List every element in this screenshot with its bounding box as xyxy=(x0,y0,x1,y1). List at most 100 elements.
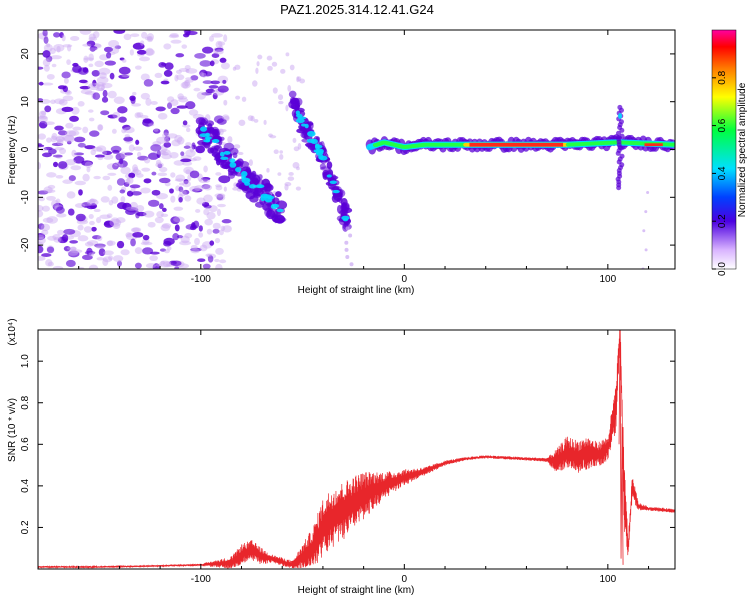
noise-speckle xyxy=(57,161,68,169)
noise-speckle xyxy=(296,166,300,171)
noise-speckle xyxy=(288,172,294,176)
noise-speckle xyxy=(132,91,137,96)
noise-speckle xyxy=(175,69,182,74)
noise-speckle xyxy=(190,75,199,81)
noise-speckle xyxy=(170,107,180,115)
noise-speckle xyxy=(145,47,154,56)
noise-speckle xyxy=(150,101,158,105)
noise-speckle xyxy=(169,151,179,159)
noise-speckle xyxy=(96,216,102,224)
noise-speckle xyxy=(100,110,110,116)
noise-speckle xyxy=(142,234,150,241)
noise-speckle xyxy=(161,223,172,229)
noise-speckle xyxy=(215,184,222,188)
noise-speckle xyxy=(43,64,50,72)
noise-speckle xyxy=(52,265,64,269)
noise-speckle xyxy=(77,224,84,231)
chirp-core xyxy=(200,126,208,132)
noise-speckle xyxy=(98,248,106,257)
noise-speckle xyxy=(161,153,172,160)
noise-speckle xyxy=(51,142,64,147)
noise-speckle xyxy=(121,73,130,78)
chirp-tail xyxy=(349,262,354,267)
noise-speckle xyxy=(111,128,117,134)
noise-speckle xyxy=(55,206,65,214)
noise-speckle xyxy=(56,229,65,235)
snr-plot xyxy=(38,330,675,569)
noise-speckle xyxy=(223,99,228,106)
noise-speckle xyxy=(178,68,189,72)
noise-speckle xyxy=(102,150,107,156)
spec-xtick-label: 0 xyxy=(402,274,408,285)
noise-speckle xyxy=(130,238,136,247)
noise-speckle xyxy=(237,151,244,156)
noise-speckle xyxy=(167,102,173,110)
noise-speckle xyxy=(182,189,190,195)
noise-speckle xyxy=(65,122,74,129)
spec-ytick-label: -20 xyxy=(20,237,31,252)
noise-speckle xyxy=(42,30,48,37)
noise-speckle xyxy=(277,172,282,176)
noise-speckle xyxy=(44,121,55,126)
noise-speckle xyxy=(164,249,170,254)
noise-speckle xyxy=(206,211,216,220)
noise-speckle xyxy=(38,190,49,195)
spectrogram-ylabel: Frequency (Hz) xyxy=(7,116,18,185)
noise-speckle xyxy=(214,47,224,52)
noise-speckle xyxy=(109,218,122,227)
noise-speckle xyxy=(196,197,206,205)
noise-speckle xyxy=(185,69,190,73)
noise-speckle xyxy=(166,96,175,103)
noise-speckle xyxy=(188,109,199,116)
noise-speckle xyxy=(202,71,213,77)
noise-speckle xyxy=(197,258,206,263)
noise-speckle xyxy=(170,195,176,203)
noise-speckle xyxy=(50,55,62,60)
noise-speckle xyxy=(96,235,103,241)
noise-speckle xyxy=(176,105,188,109)
noise-speckle xyxy=(61,71,71,79)
noise-speckle xyxy=(201,92,212,96)
noise-speckle xyxy=(198,178,211,184)
chirp-blob xyxy=(262,182,273,192)
noise-speckle xyxy=(98,67,111,75)
noise-speckle xyxy=(88,63,94,68)
noise-speckle xyxy=(217,41,226,46)
noise-speckle xyxy=(178,182,185,186)
noise-speckle xyxy=(63,245,71,252)
noise-speckle xyxy=(54,125,64,131)
noise-speckle xyxy=(46,195,56,201)
noise-speckle xyxy=(176,136,185,145)
noise-speckle xyxy=(111,196,119,204)
noise-speckle xyxy=(123,126,135,134)
noise-speckle xyxy=(247,115,254,121)
noise-speckle xyxy=(214,258,220,263)
colorbar-tick-label: 0.6 xyxy=(717,118,728,132)
noise-speckle xyxy=(273,149,279,154)
noise-speckle xyxy=(96,257,104,261)
noise-speckle xyxy=(136,49,147,55)
noise-speckle xyxy=(71,149,77,157)
noise-speckle xyxy=(144,48,155,56)
noise-speckle xyxy=(155,263,163,267)
chirp-core xyxy=(235,167,242,173)
noise-speckle xyxy=(121,58,127,63)
noise-speckle xyxy=(92,79,97,87)
noise-speckle xyxy=(209,35,215,42)
noise-speckle xyxy=(137,155,149,161)
noise-speckle xyxy=(43,44,53,52)
noise-speckle xyxy=(154,216,164,224)
noise-speckle xyxy=(134,247,143,255)
noise-speckle xyxy=(44,105,52,113)
noise-speckle xyxy=(86,166,91,173)
noise-speckle xyxy=(140,187,151,194)
noise-speckle xyxy=(218,175,231,184)
noise-speckle xyxy=(67,249,79,256)
noise-speckle xyxy=(56,138,64,146)
noise-speckle xyxy=(205,88,215,94)
noise-speckle xyxy=(41,205,50,212)
noise-speckle xyxy=(120,196,126,203)
noise-speckle xyxy=(212,228,220,234)
noise-speckle xyxy=(190,248,200,254)
noise-speckle xyxy=(235,95,241,100)
